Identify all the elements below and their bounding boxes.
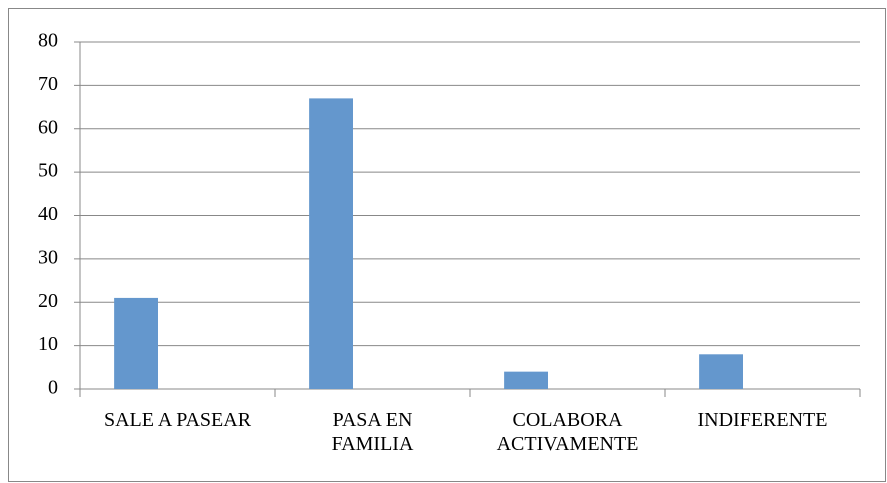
chart-border <box>8 8 886 482</box>
x-tick-label: SALE A PASEAR <box>103 409 252 431</box>
x-tick-label: INDIFERENTE <box>697 409 828 431</box>
y-tick-label: 30 <box>38 246 58 268</box>
y-tick-label: 20 <box>38 290 58 312</box>
y-tick-label: 40 <box>38 203 58 225</box>
y-tick-label: 50 <box>38 160 58 182</box>
bar <box>309 98 353 389</box>
y-tick-label: 80 <box>38 30 58 52</box>
y-tick-label: 70 <box>38 73 58 95</box>
bar <box>699 354 743 389</box>
x-tick-label: COLABORA ACTIVAMENTE <box>496 409 639 455</box>
bar <box>504 371 548 389</box>
y-tick-label: 60 <box>38 116 58 138</box>
bar <box>114 297 158 389</box>
y-tick-label: 10 <box>38 333 58 355</box>
x-tick-label: PASA EN FAMILIA <box>331 409 414 455</box>
y-tick-label: 0 <box>48 377 58 399</box>
